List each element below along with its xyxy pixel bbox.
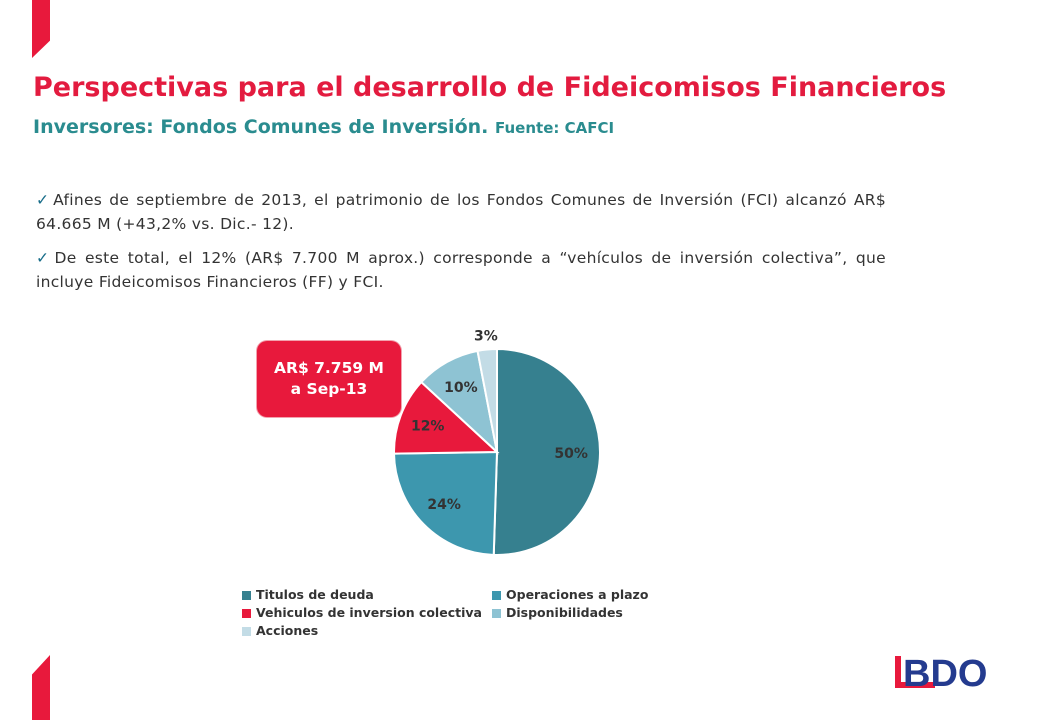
callout-date: a Sep-13 <box>290 380 368 398</box>
logo-red-bar <box>895 656 901 688</box>
bullet-item: ✓ De este total, el 12% (AR$ 7.700 M apro… <box>36 246 886 294</box>
slice-label: 10% <box>444 380 478 396</box>
slide-subtitle: Inversores: Fondos Comunes de Inversión.… <box>33 116 614 138</box>
bdo-logo: BDO <box>895 653 987 695</box>
legend-label: Disponibilidades <box>506 605 623 620</box>
legend-item: Titulos de deuda <box>242 586 492 604</box>
callout-amount: AR$ 7.759 M <box>274 359 384 377</box>
legend-item: Vehiculos de inversion colectiva <box>242 604 492 622</box>
slice-label: 24% <box>427 497 461 513</box>
legend-item: Disponibilidades <box>492 604 662 622</box>
legend-swatch <box>242 590 251 600</box>
bullet-item: ✓ Afines de septiembre de 2013, el patrim… <box>36 188 886 236</box>
logo-red-base <box>895 682 935 688</box>
pie-slice <box>392 450 499 556</box>
legend-item: Acciones <box>242 622 492 640</box>
pie-slice <box>393 380 500 455</box>
slide-title: Perspectivas para el desarrollo de Fidei… <box>33 72 947 103</box>
slice-label: 12% <box>411 419 445 435</box>
legend-swatch <box>492 590 501 600</box>
bullet-text: Afines de septiembre de 2013, el patrimo… <box>36 191 886 233</box>
total-callout: AR$ 7.759 M a Sep-13 <box>257 341 401 417</box>
chart-legend: Titulos de deuda Operaciones a plazo Vehic… <box>242 586 662 640</box>
legend-swatch <box>242 626 251 636</box>
legend-label: Vehiculos de inversion colectiva <box>256 605 482 620</box>
legend-item: Operaciones a plazo <box>492 586 662 604</box>
legend-swatch <box>242 608 251 618</box>
pie-slice <box>476 347 498 453</box>
slice-label: 3% <box>474 329 498 345</box>
pie-slice <box>492 347 601 556</box>
bullet-list: ✓ Afines de septiembre de 2013, el patrim… <box>36 188 886 304</box>
checkmark-icon: ✓ <box>36 249 53 267</box>
bottom-accent-bar <box>32 655 50 720</box>
bullet-text: De este total, el 12% (AR$ 7.700 M aprox… <box>36 249 887 291</box>
legend-swatch <box>492 608 501 618</box>
legend-label: Acciones <box>256 623 319 638</box>
slice-label: 50% <box>554 446 588 462</box>
legend-label: Titulos de deuda <box>256 587 374 602</box>
subtitle-text: Inversores: Fondos Comunes de Inversión. <box>33 116 489 138</box>
logo-wordmark: BDO <box>903 653 987 695</box>
source-note: Fuente: CAFCI <box>495 119 615 137</box>
top-accent-bar <box>32 0 50 58</box>
checkmark-icon: ✓ <box>36 191 52 209</box>
legend-label: Operaciones a plazo <box>506 587 649 602</box>
